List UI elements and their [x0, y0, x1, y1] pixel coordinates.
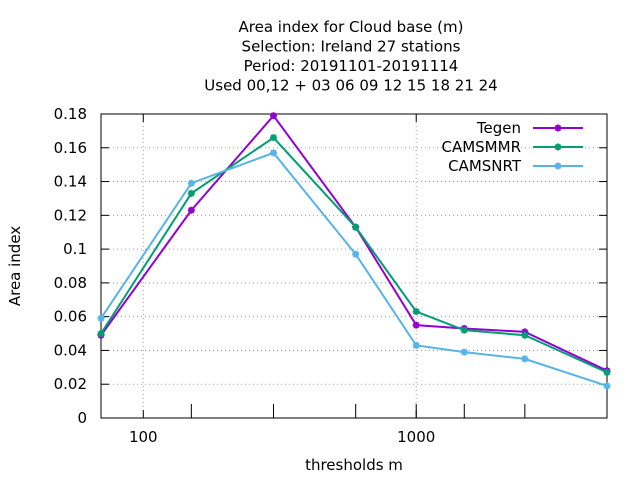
y-tick-label: 0.02	[54, 375, 87, 393]
y-tick-label: 0.12	[54, 206, 87, 224]
y-axis-label: Area index	[6, 226, 24, 306]
data-point	[187, 206, 195, 214]
data-point	[97, 330, 105, 338]
data-point	[412, 321, 420, 329]
series-line-camsnrt	[100, 151, 608, 387]
legend-marker	[554, 162, 562, 170]
data-point	[270, 112, 278, 120]
title-line: Area index for Cloud base (m)	[239, 18, 464, 36]
y-tick-label: 0.18	[54, 105, 87, 123]
axis-ticks: 0 0.02 0.04 0.06 0.08 0.1 0.12 0.14 0.16 0.18 100 1…	[54, 105, 608, 446]
x-axis-label: thresholds m	[305, 456, 403, 474]
data-point	[352, 250, 360, 258]
title-line: Period: 20191101-20191114	[244, 57, 459, 75]
y-tick-label: 0.1	[63, 240, 87, 258]
legend-marker	[554, 124, 562, 132]
data-point	[352, 223, 360, 231]
data-point	[187, 179, 195, 187]
data-point	[603, 368, 611, 376]
grid	[101, 114, 607, 418]
data-point	[412, 308, 420, 316]
y-tick-label: 0.04	[54, 341, 87, 359]
title-line: Used 00,12 + 03 06 09 12 15 18 21 24	[204, 77, 497, 95]
x-tick-label: 1000	[397, 428, 435, 446]
legend-label: CAMSMMR	[441, 138, 521, 156]
data-point	[187, 189, 195, 197]
y-tick-label: 0.14	[54, 173, 87, 191]
legend-label: Tegen	[476, 119, 521, 137]
data-point	[460, 326, 468, 334]
data-point	[521, 331, 529, 339]
y-tick-label: 0	[77, 409, 87, 427]
data-point	[412, 341, 420, 349]
y-tick-label: 0.08	[54, 274, 87, 292]
data-point	[460, 348, 468, 356]
series-lines	[97, 112, 611, 390]
plot-frame	[100, 113, 608, 419]
legend-label: CAMSNRT	[448, 157, 522, 175]
x-tick-label: 100	[129, 428, 158, 446]
y-tick-label: 0.06	[54, 308, 87, 326]
data-point	[97, 314, 105, 322]
legend-marker	[554, 143, 562, 151]
chart-title: Area index for Cloud base (m) Selection: …	[204, 18, 497, 95]
data-point	[603, 382, 611, 390]
y-tick-label: 0.16	[54, 139, 87, 157]
series-line-camsmmr	[100, 136, 608, 374]
data-point	[270, 134, 278, 142]
title-line: Selection: Ireland 27 stations	[242, 38, 461, 56]
series-line-tegen	[100, 114, 608, 372]
data-point	[521, 355, 529, 363]
data-point	[270, 149, 278, 157]
